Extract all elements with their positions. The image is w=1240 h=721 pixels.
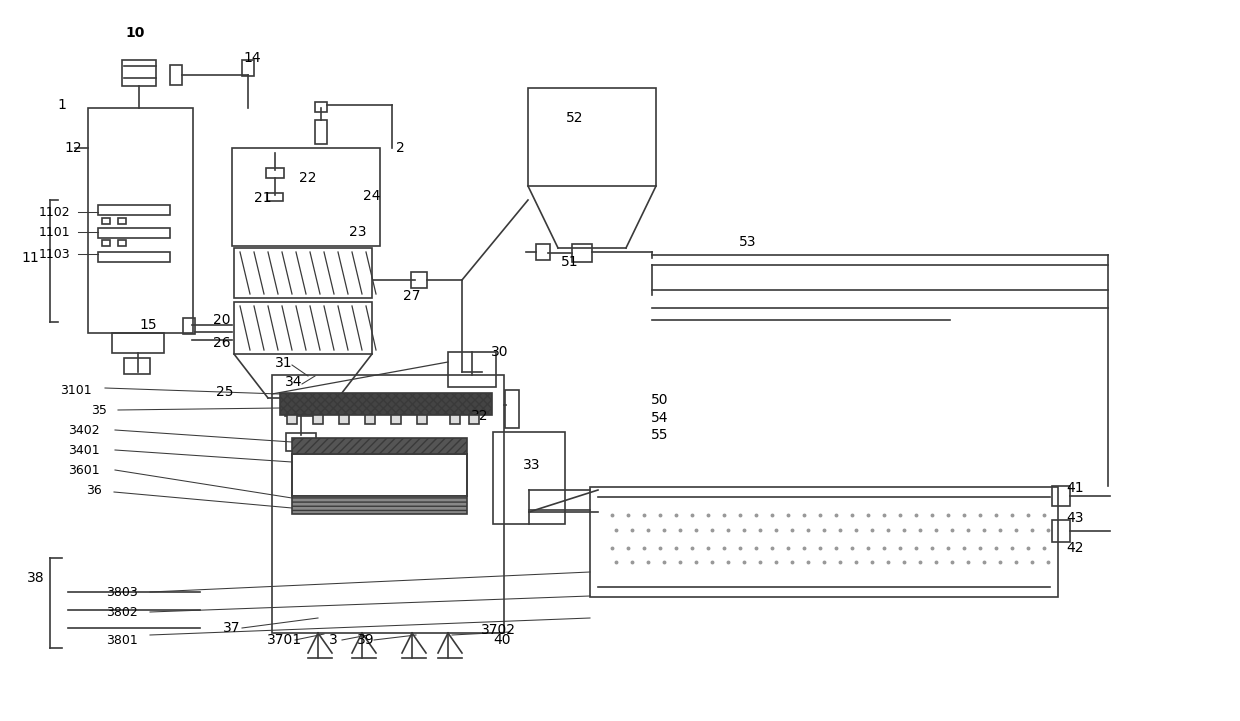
Text: 26: 26 <box>213 336 231 350</box>
Bar <box>280 393 492 415</box>
Text: 31: 31 <box>275 356 293 370</box>
Text: 55: 55 <box>651 428 668 442</box>
Bar <box>122 60 156 86</box>
Bar <box>572 244 591 262</box>
Text: 3803: 3803 <box>107 585 138 598</box>
Text: 32: 32 <box>471 409 489 423</box>
Bar <box>98 205 170 215</box>
Bar <box>242 60 254 76</box>
Bar <box>365 415 374 424</box>
Text: 14: 14 <box>243 51 260 65</box>
Bar <box>267 193 283 201</box>
Bar <box>528 88 656 186</box>
Bar <box>312 415 322 424</box>
Text: 50: 50 <box>651 393 668 407</box>
Text: 30: 30 <box>491 345 508 359</box>
Text: 3401: 3401 <box>68 443 100 456</box>
Bar <box>391 415 401 424</box>
Bar <box>112 333 164 353</box>
Bar <box>118 218 126 224</box>
Bar <box>291 454 467 496</box>
Text: 27: 27 <box>403 289 420 303</box>
Text: 38: 38 <box>27 571 45 585</box>
Bar <box>286 415 298 424</box>
Text: 34: 34 <box>285 375 303 389</box>
Bar <box>234 302 372 354</box>
Bar <box>494 432 565 524</box>
Bar <box>590 487 1058 597</box>
Bar <box>88 108 193 333</box>
Text: 40: 40 <box>494 633 511 647</box>
Bar <box>170 65 182 85</box>
Bar <box>1052 520 1070 542</box>
Bar <box>286 433 316 451</box>
Text: 12: 12 <box>64 141 82 155</box>
Bar <box>339 415 348 424</box>
Bar <box>184 318 195 334</box>
Bar <box>267 168 284 178</box>
Bar <box>291 496 467 514</box>
Text: 54: 54 <box>651 411 668 425</box>
Bar <box>285 396 317 416</box>
Text: 24: 24 <box>363 189 381 203</box>
Text: 23: 23 <box>350 225 367 239</box>
Text: 11: 11 <box>21 251 38 265</box>
Bar <box>232 148 379 246</box>
Text: 1101: 1101 <box>38 226 69 239</box>
Text: 3101: 3101 <box>61 384 92 397</box>
Text: 3402: 3402 <box>68 423 100 436</box>
Bar <box>450 415 460 424</box>
Text: 41: 41 <box>1066 481 1084 495</box>
Text: 3801: 3801 <box>107 634 138 647</box>
Text: 20: 20 <box>213 313 231 327</box>
Text: 10: 10 <box>125 26 145 40</box>
Bar <box>98 228 170 238</box>
Text: 51: 51 <box>562 255 579 269</box>
Bar <box>417 415 427 424</box>
Text: 42: 42 <box>1066 541 1084 555</box>
Text: 35: 35 <box>91 404 107 417</box>
Text: 3802: 3802 <box>107 606 138 619</box>
Text: 3702: 3702 <box>481 623 516 637</box>
Bar <box>98 252 170 262</box>
Bar <box>118 240 126 246</box>
Text: 3601: 3601 <box>68 464 100 477</box>
Bar <box>448 352 496 387</box>
Text: 3: 3 <box>329 633 337 647</box>
Bar <box>315 120 327 144</box>
Text: 15: 15 <box>139 318 156 332</box>
Bar <box>410 272 427 288</box>
Text: 39: 39 <box>357 633 374 647</box>
Text: 22: 22 <box>299 171 316 185</box>
Bar <box>315 102 327 112</box>
Bar <box>234 248 372 298</box>
Bar <box>536 244 551 260</box>
Bar <box>291 438 467 454</box>
Bar <box>505 390 520 428</box>
Text: 3701: 3701 <box>268 633 303 647</box>
Text: 36: 36 <box>87 484 102 497</box>
Text: 25: 25 <box>216 385 234 399</box>
Text: 33: 33 <box>523 458 541 472</box>
Text: 21: 21 <box>254 191 272 205</box>
Text: 43: 43 <box>1066 511 1084 525</box>
Text: 1: 1 <box>57 98 67 112</box>
Bar <box>102 218 110 224</box>
Bar <box>272 375 503 633</box>
Text: 52: 52 <box>567 111 584 125</box>
Text: 2: 2 <box>396 141 404 155</box>
Bar <box>1052 486 1070 506</box>
Bar <box>124 358 150 374</box>
Text: 1102: 1102 <box>38 205 69 218</box>
Bar <box>102 240 110 246</box>
Text: 53: 53 <box>739 235 756 249</box>
Text: 1103: 1103 <box>38 247 69 260</box>
Text: 37: 37 <box>223 621 241 635</box>
Bar <box>469 415 479 424</box>
